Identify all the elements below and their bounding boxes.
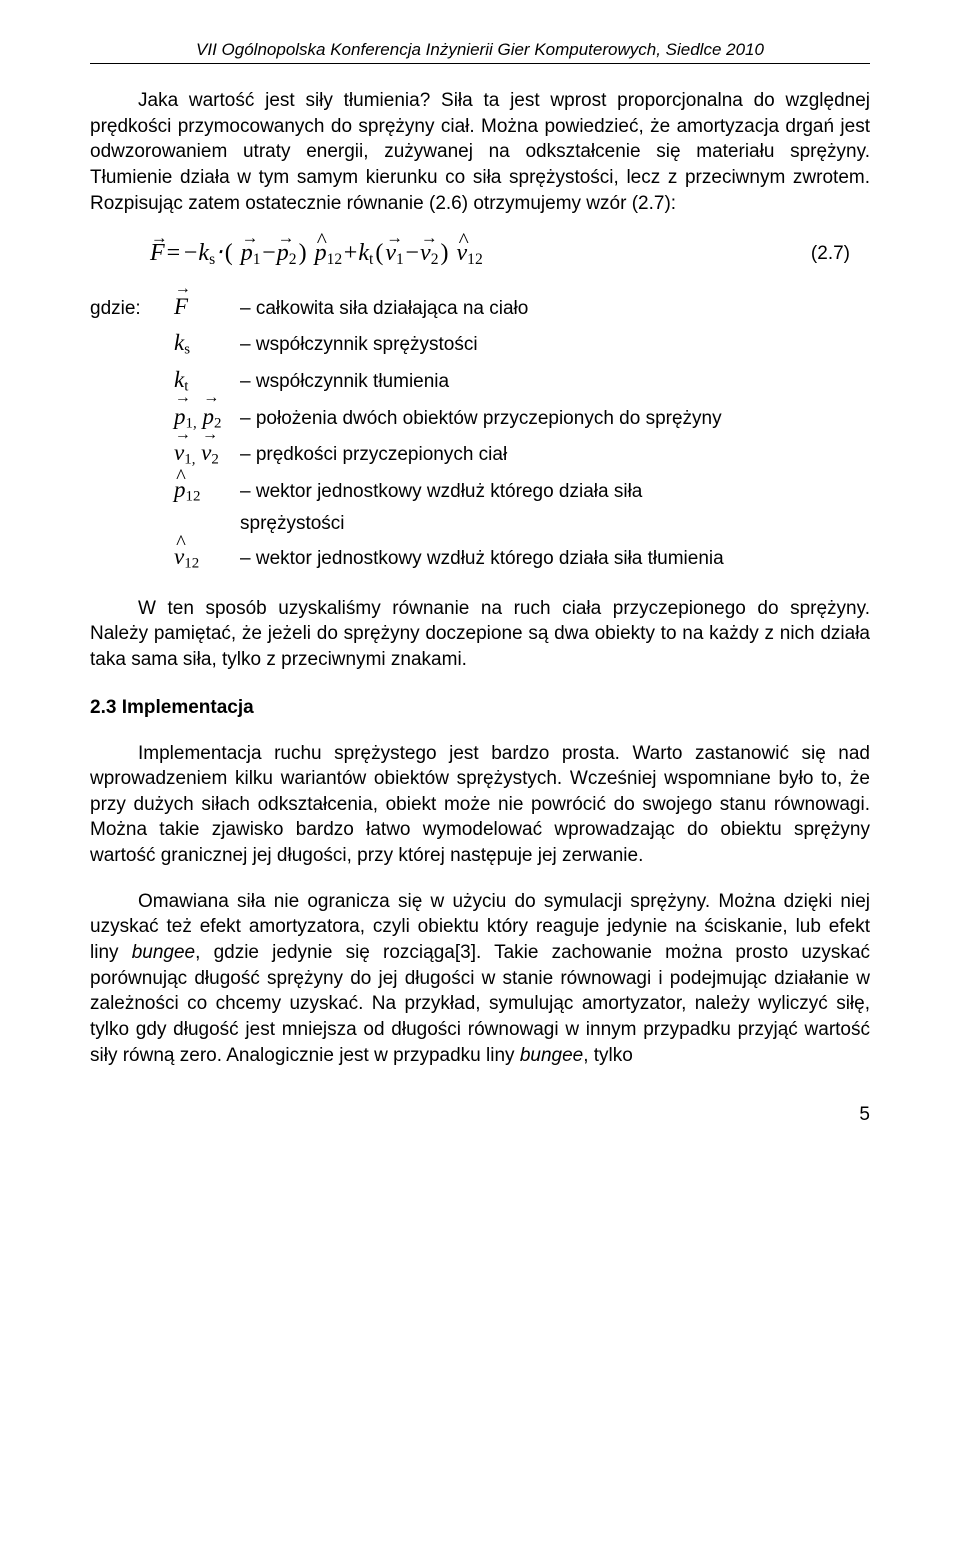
desc-F: – całkowita siła działająca na ciało — [240, 294, 870, 323]
implementation-paragraph-2: Omawiana siła nie ogranicza się w użyciu… — [90, 889, 870, 1068]
implementation-paragraph-1: Implementacja ruchu sprężystego jest bar… — [90, 741, 870, 869]
equation-number: (2.7) — [811, 243, 850, 265]
conclusion-paragraph: W ten sposób uzyskaliśmy równanie na ruc… — [90, 596, 870, 673]
where-label: gdzie: — [90, 294, 170, 323]
desc-phat12-cont: sprężystości — [240, 509, 870, 538]
desc-ks: – współczynnik sprężystości — [240, 330, 870, 359]
para4-part-c: , tylko — [583, 1045, 633, 1066]
equation-2-7: F=−ks⋅( p1−p2) p12+kt(v1−v2) v12 (2.7) — [90, 238, 870, 269]
desc-vhat12: – wektor jednostkowy wzdłuż którego dzia… — [240, 544, 870, 573]
para4-italic-1: bungee — [132, 942, 195, 963]
section-heading-2-3: 2.3 Implementacja — [90, 697, 870, 719]
desc-v1v2: – prędkości przyczepionych ciał — [240, 440, 870, 469]
equation-formula: F=−ks⋅( p1−p2) p12+kt(v1−v2) v12 — [150, 238, 483, 269]
para4-part-b: , gdzie jedynie się rozciąga[3]. Takie z… — [90, 942, 870, 1066]
intro-paragraph: Jaka wartość jest siły tłumienia? Siła t… — [90, 88, 870, 216]
symbol-ks: ks — [170, 325, 240, 362]
desc-phat12: – wektor jednostkowy wzdłuż którego dzia… — [240, 477, 870, 506]
page-number: 5 — [90, 1104, 870, 1126]
where-definitions: gdzie: F – całkowita siła działająca na … — [90, 289, 870, 576]
para4-italic-2: bungee — [520, 1045, 583, 1066]
symbol-F: F — [170, 289, 240, 325]
symbol-phat12: p12 — [170, 472, 240, 509]
conference-header: VII Ogólnopolska Konferencja Inżynierii … — [90, 40, 870, 64]
desc-p1p2: – położenia dwóch obiektów przyczepionyc… — [240, 404, 870, 433]
desc-kt: – współczynnik tłumienia — [240, 367, 870, 396]
symbol-vhat12: v12 — [170, 539, 240, 576]
